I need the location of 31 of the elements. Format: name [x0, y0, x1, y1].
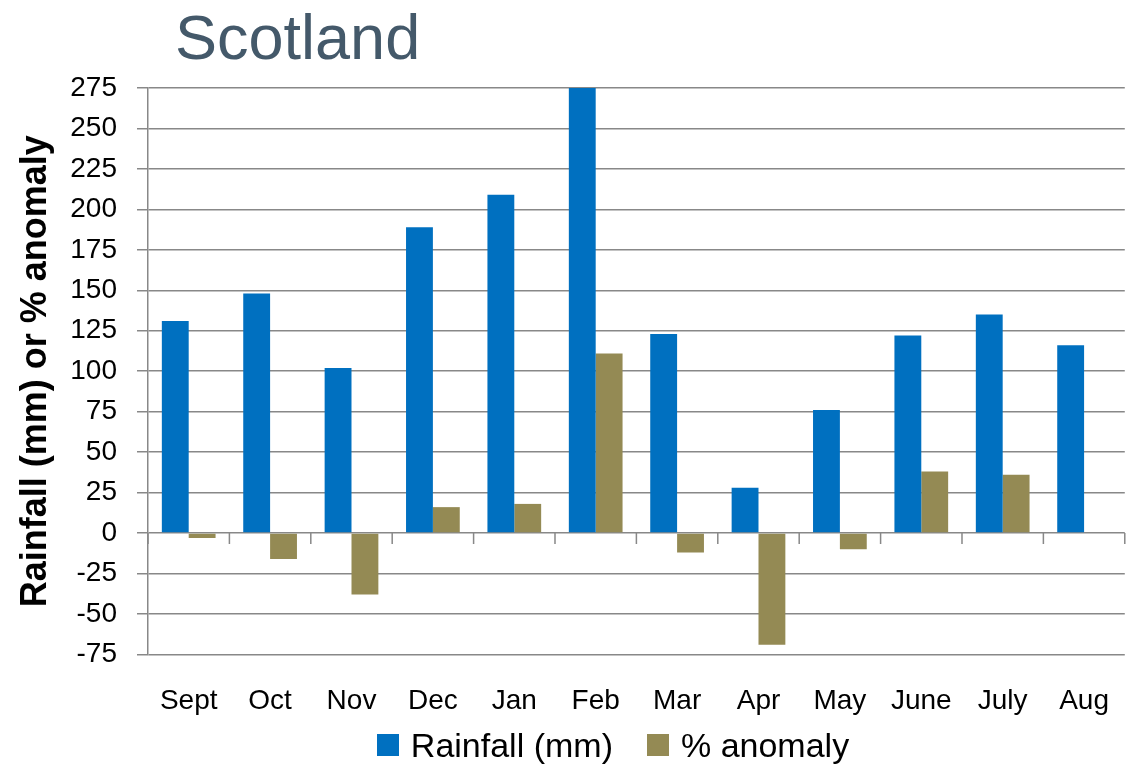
- y-tick-label: 100: [70, 353, 117, 385]
- y-tick-label: 175: [70, 232, 117, 264]
- x-tick-label: Dec: [408, 683, 458, 715]
- y-tick-label: 75: [85, 394, 117, 426]
- chart-title: Scotland: [175, 2, 421, 72]
- x-tick-label: Aug: [1059, 683, 1109, 715]
- x-tick-label: Sept: [159, 683, 218, 715]
- y-tick-label: 225: [70, 151, 117, 183]
- x-tick-label: May: [813, 683, 867, 715]
- y-tick-label: 275: [70, 70, 117, 102]
- y-axis-title: Rainfall (mm) or % anomaly: [12, 135, 54, 608]
- x-tick-label: Jan: [491, 683, 537, 715]
- y-tick-label: 200: [70, 192, 117, 224]
- x-tick-label: Oct: [248, 683, 293, 715]
- y-tick-label: 125: [70, 313, 117, 345]
- y-tick-label: -50: [76, 596, 117, 628]
- y-tick-label: 25: [85, 475, 117, 507]
- y-tick-label: 50: [85, 434, 117, 466]
- legend-label: Rainfall (mm): [410, 725, 613, 765]
- y-tick-label: 250: [70, 111, 117, 143]
- y-tick-label: 0: [101, 515, 117, 547]
- x-tick-label: July: [977, 683, 1028, 715]
- y-tick-label: -25: [76, 556, 117, 588]
- y-tick-label: 150: [70, 273, 117, 304]
- x-tick-label: June: [890, 683, 952, 715]
- y-tick-label: -75: [76, 637, 117, 669]
- x-tick-label: Apr: [736, 683, 781, 715]
- legend-label: % anomaly: [680, 725, 850, 765]
- x-tick-label: Nov: [326, 683, 377, 715]
- x-tick-label: Mar: [652, 683, 702, 715]
- x-tick-label: Feb: [571, 683, 620, 715]
